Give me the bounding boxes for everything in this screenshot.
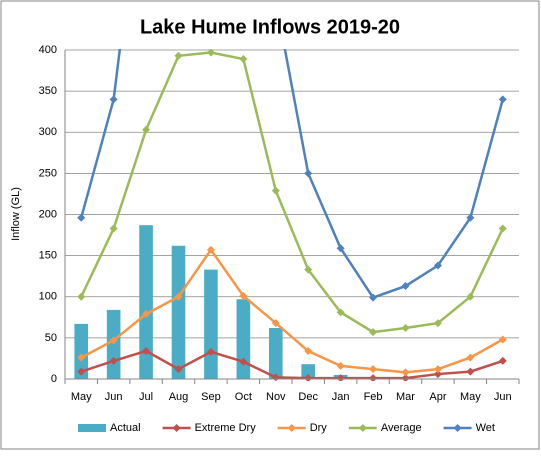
y-tick-label: 100	[39, 291, 57, 303]
x-tick-label: Jul	[139, 391, 153, 403]
marker	[401, 324, 410, 333]
line	[80, 51, 504, 334]
x-tick-label: Mar	[396, 391, 415, 403]
legend-label: Actual	[110, 422, 141, 434]
marker	[77, 213, 86, 222]
y-tick-label: 400	[39, 44, 57, 56]
marker	[433, 365, 442, 374]
marker	[142, 310, 151, 319]
x-tick-label: Feb	[364, 391, 383, 403]
marker	[369, 365, 378, 374]
marker	[206, 347, 215, 356]
x-tick-label: May	[460, 391, 481, 403]
legend-marker	[358, 424, 367, 432]
legend-swatch	[78, 424, 106, 432]
legend-label: Wet	[476, 422, 495, 434]
marker	[433, 319, 442, 328]
marker	[433, 261, 442, 270]
marker	[271, 186, 280, 195]
marker	[174, 292, 183, 301]
marker	[142, 347, 151, 356]
bar	[171, 245, 186, 379]
marker	[466, 353, 475, 362]
marker	[498, 95, 507, 104]
line	[80, 349, 504, 380]
legend-marker	[453, 424, 462, 432]
x-tick-label: Sep	[201, 391, 221, 403]
marker	[174, 51, 183, 60]
y-axis-title: Inflow (GL)	[10, 187, 22, 241]
y-tick-label: 350	[39, 85, 57, 97]
marker	[304, 265, 313, 274]
x-tick-label: Oct	[235, 391, 252, 403]
marker	[498, 335, 507, 344]
marker	[239, 291, 248, 300]
marker	[109, 336, 118, 345]
marker	[466, 292, 475, 301]
marker	[498, 356, 507, 365]
x-tick-label: Apr	[429, 391, 446, 403]
marker	[77, 353, 86, 362]
legend-label: Average	[381, 422, 422, 434]
marker	[174, 365, 183, 374]
legend-label: Dry	[310, 422, 328, 434]
x-tick-label: Dec	[298, 391, 318, 403]
bar	[204, 269, 218, 379]
marker	[109, 95, 118, 104]
legend-marker	[287, 424, 296, 432]
chart-title: Lake Hume Inflows 2019-20	[140, 16, 400, 38]
x-tick-label: Nov	[266, 391, 286, 403]
marker	[206, 49, 215, 57]
y-tick-label: 300	[39, 126, 57, 138]
legend-marker	[172, 424, 181, 432]
marker	[433, 370, 442, 379]
marker	[271, 319, 280, 328]
bar	[236, 299, 251, 379]
y-tick-label: 0	[51, 373, 57, 385]
y-tick-label: 200	[39, 208, 57, 220]
marker	[239, 55, 248, 64]
marker	[304, 347, 313, 356]
marker	[206, 245, 215, 254]
x-tick-label: Jan	[332, 391, 350, 403]
bar	[139, 225, 153, 379]
marker	[401, 282, 410, 291]
bar	[74, 323, 89, 379]
y-tick-label: 250	[39, 167, 57, 179]
marker	[466, 367, 475, 376]
marker	[142, 125, 151, 134]
legend-label: Extreme Dry	[195, 422, 257, 434]
marker	[401, 368, 410, 377]
marker	[336, 244, 345, 253]
bar	[268, 328, 283, 379]
marker	[369, 328, 378, 337]
y-tick-label: 50	[45, 332, 57, 344]
marker	[304, 169, 313, 178]
x-tick-label: May	[71, 391, 92, 403]
x-tick-label: Aug	[169, 391, 189, 403]
marker	[109, 356, 118, 365]
marker	[498, 224, 507, 233]
bar	[106, 309, 121, 379]
marker	[369, 293, 378, 302]
marker	[239, 357, 248, 366]
marker	[466, 213, 475, 222]
marker	[109, 224, 118, 233]
marker	[77, 367, 86, 376]
y-tick-label: 150	[39, 250, 57, 262]
line	[80, 247, 504, 374]
marker	[336, 308, 345, 317]
line	[80, 49, 504, 300]
marker	[77, 292, 86, 301]
marker	[336, 361, 345, 370]
x-tick-label: Jun	[105, 391, 123, 403]
bar	[301, 364, 316, 379]
x-tick-label: Jun	[494, 391, 512, 403]
